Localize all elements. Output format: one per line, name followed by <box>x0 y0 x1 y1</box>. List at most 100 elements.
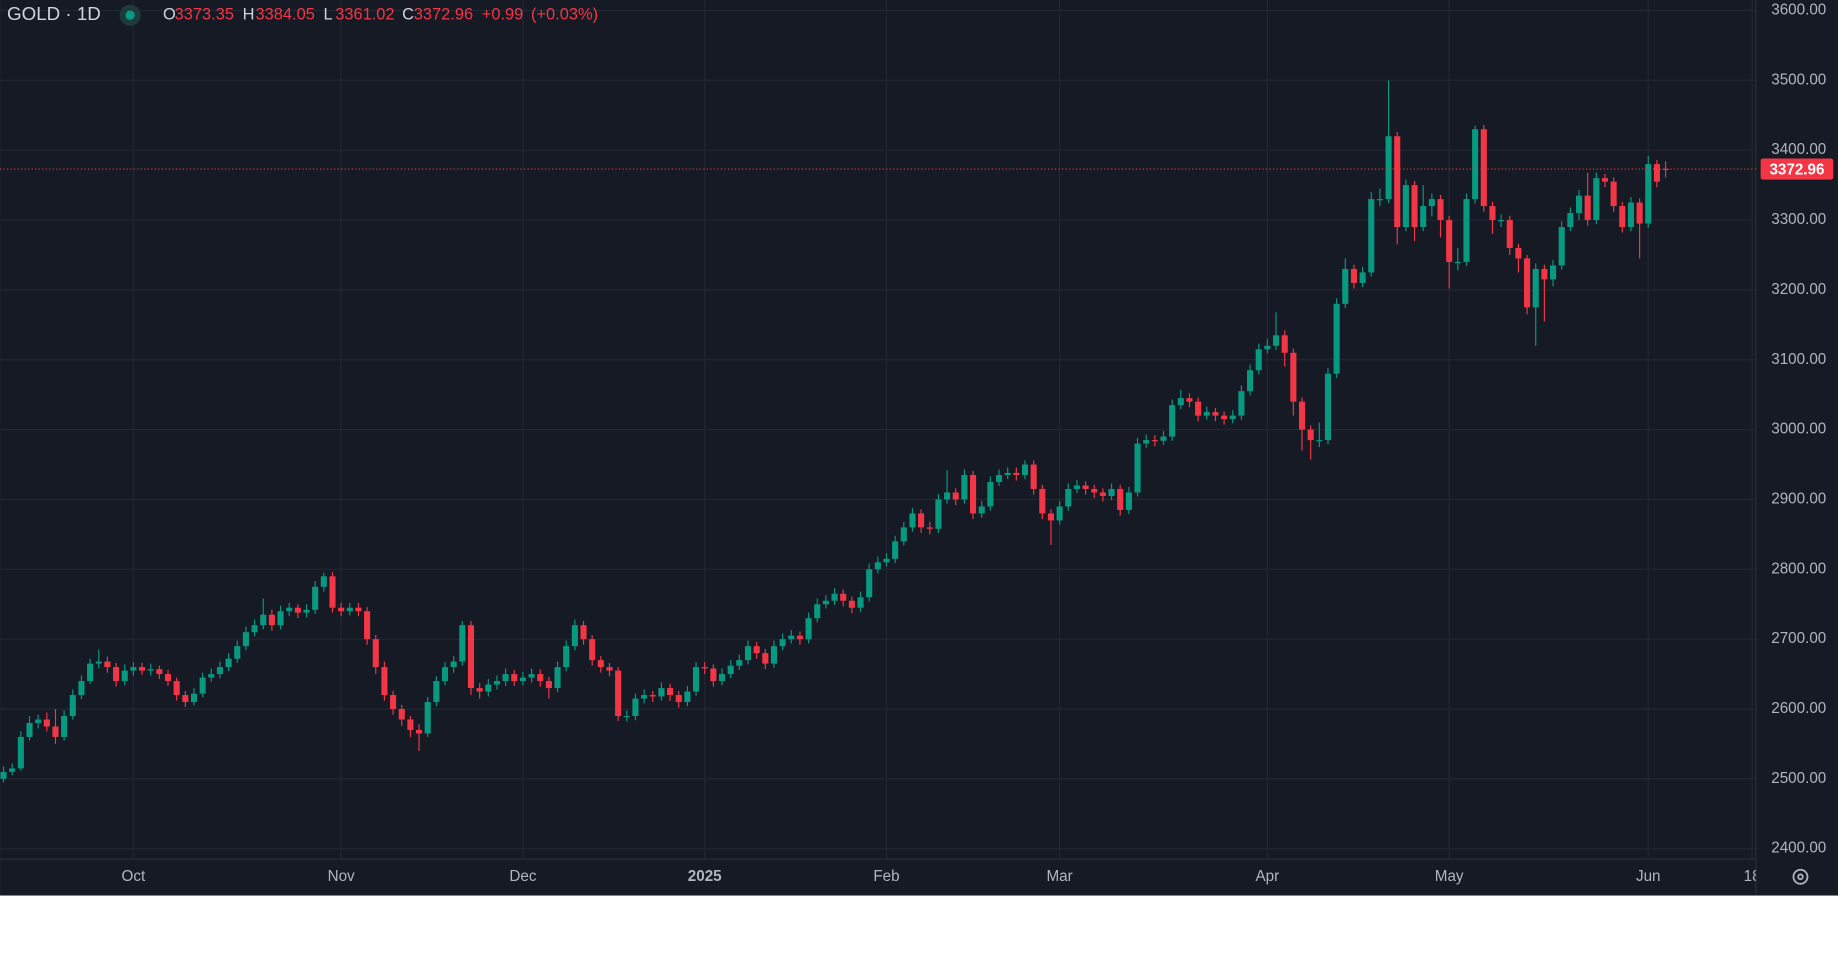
candle-body <box>1143 440 1150 444</box>
x-axis: Oct Nov Dec 2025 Feb Mar Apr May Jun 18 <box>122 868 1761 885</box>
change-percent: (+0.03%) <box>531 6 598 24</box>
candle-body <box>1125 492 1132 510</box>
candle-body <box>952 492 959 500</box>
x-tick-label: 18 <box>1744 868 1761 885</box>
y-tick-label: 2500.00 <box>1771 770 1826 787</box>
candle-body <box>796 635 803 640</box>
candle-body <box>944 492 951 500</box>
candle-body <box>234 646 241 659</box>
candle-body <box>1160 436 1167 441</box>
candle-body <box>1004 472 1011 476</box>
candle-body <box>1073 485 1080 489</box>
candle-body <box>9 768 16 772</box>
candle-body <box>753 646 760 654</box>
candle-body <box>1645 164 1652 224</box>
x-tick-label: Apr <box>1256 868 1280 885</box>
candle-body <box>1437 199 1444 221</box>
candle-body <box>260 614 267 626</box>
candle-body <box>511 674 518 682</box>
candle-body <box>571 625 578 647</box>
candle-body <box>381 667 388 696</box>
candle-body <box>1264 345 1271 350</box>
candle-body <box>502 674 509 682</box>
y-tick-label: 3600.00 <box>1771 1 1826 18</box>
candle-body <box>918 513 925 528</box>
candle-body <box>1584 195 1591 221</box>
settings-button[interactable] <box>1792 868 1809 885</box>
low-value: 3361.02 <box>335 6 394 24</box>
candle-body <box>606 667 613 671</box>
candle-body <box>744 646 752 661</box>
y-tick-label: 3200.00 <box>1771 281 1826 298</box>
open-label: O <box>163 6 176 24</box>
candle-body <box>1350 268 1357 283</box>
candle-body <box>130 667 137 671</box>
candle-body <box>467 625 475 689</box>
last-price: 3372.96 <box>0 158 1834 180</box>
candle-body <box>623 716 630 718</box>
candle-body <box>667 688 674 696</box>
y-tick-label: 2600.00 <box>1771 700 1826 717</box>
candle-body <box>1601 178 1609 182</box>
candle-body <box>615 670 622 717</box>
candle-body <box>1610 181 1617 207</box>
candle-body <box>1428 199 1435 207</box>
candle-body <box>1394 136 1401 228</box>
y-axis: 2400.00 2500.00 2600.00 2700.00 2800.00 2900.… <box>1771 1 1826 856</box>
candle-body <box>537 674 544 682</box>
candle-body <box>1489 206 1496 221</box>
candle-body <box>164 674 172 682</box>
candle-body <box>857 597 864 608</box>
candle-body <box>883 558 890 563</box>
chart-background <box>0 0 1838 896</box>
candle-body <box>1047 513 1055 521</box>
candle-body <box>970 475 977 514</box>
candle-body <box>1324 373 1332 441</box>
candle-body <box>1463 199 1470 262</box>
candle-body <box>589 639 596 661</box>
candle-body <box>312 586 319 610</box>
candle-body <box>372 639 379 668</box>
y-tick-label: 2400.00 <box>1771 840 1826 857</box>
candle-body <box>1549 265 1557 280</box>
candle-body <box>528 674 535 678</box>
candle-body <box>1212 412 1219 416</box>
candle-body <box>113 667 120 682</box>
candle-body <box>476 688 483 692</box>
candle-body <box>597 660 604 668</box>
candle-body <box>1281 335 1288 353</box>
y-tick-label: 2800.00 <box>1771 560 1826 577</box>
candle-body <box>1376 199 1383 201</box>
candle-body <box>900 527 907 542</box>
y-tick-label: 3500.00 <box>1771 71 1826 88</box>
candle-body <box>1316 440 1323 442</box>
candle-body <box>199 677 206 694</box>
x-tick-label: Feb <box>873 868 899 885</box>
candle-body <box>563 646 570 668</box>
candle-body <box>1385 136 1392 200</box>
last-price-label: 3372.96 <box>1769 161 1824 178</box>
candle-body <box>1247 370 1254 392</box>
candle-body <box>1151 440 1158 442</box>
candle-body <box>1056 506 1063 521</box>
candle-body <box>277 611 284 626</box>
candle-body <box>303 609 310 613</box>
candle-body <box>43 719 50 727</box>
candle-body <box>1342 268 1349 304</box>
candle-body <box>156 669 163 675</box>
candle-body <box>1099 492 1106 496</box>
candle-body <box>294 607 301 613</box>
candle-body <box>61 716 68 737</box>
candle-body <box>892 541 899 559</box>
x-tick-label: 2025 <box>688 868 722 885</box>
change: +0.99 <box>482 6 524 24</box>
candle-body <box>407 719 414 730</box>
candle-body <box>1472 129 1479 200</box>
candle-body <box>433 681 440 703</box>
candle-body <box>675 695 682 703</box>
candles <box>0 80 1669 783</box>
y-tick-label: 2700.00 <box>1771 630 1826 647</box>
candle-body <box>320 576 327 587</box>
candle-body <box>649 695 656 697</box>
